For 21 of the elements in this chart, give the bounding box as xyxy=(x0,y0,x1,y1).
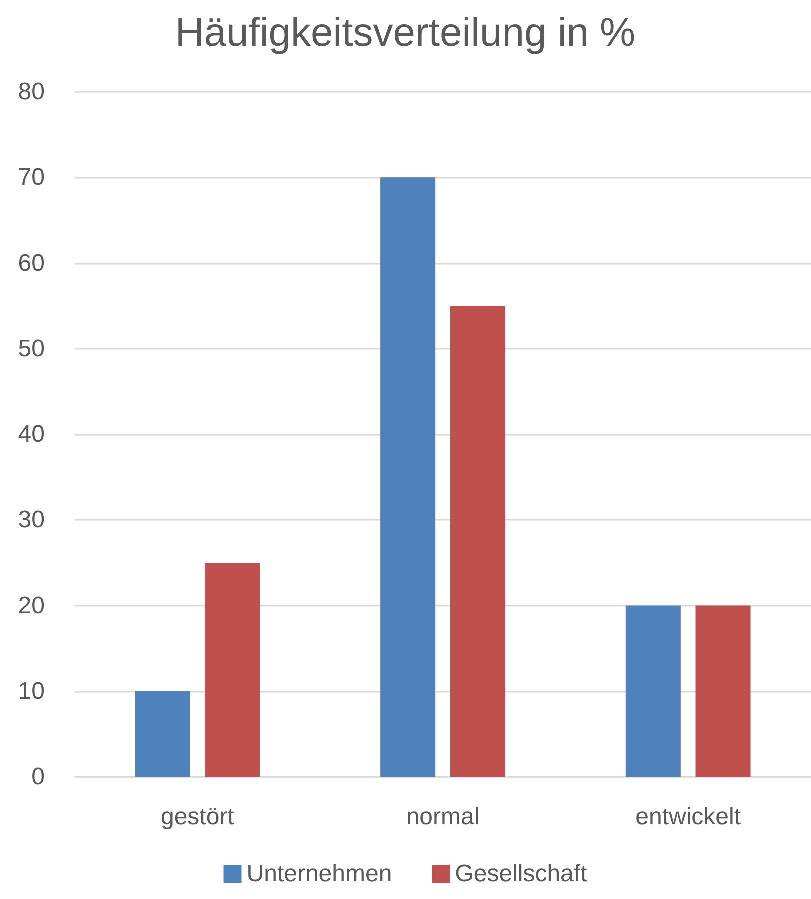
bar xyxy=(135,691,190,777)
y-tick-label: 50 xyxy=(18,335,45,362)
y-tick-label: 30 xyxy=(18,506,45,534)
y-tick-label: 10 xyxy=(18,678,45,705)
y-tick-label: 60 xyxy=(18,250,45,277)
bar xyxy=(626,606,681,777)
bar xyxy=(205,562,260,777)
y-tick-label: 80 xyxy=(18,78,45,106)
y-tick-label: 0 xyxy=(32,764,45,790)
bar xyxy=(380,178,436,777)
legend-label: Gesellschaft xyxy=(455,860,588,888)
x-tick-label: entwickelt xyxy=(636,804,742,830)
bar xyxy=(696,606,751,777)
chart-title: Häufigkeitsverteilung in % xyxy=(175,11,636,55)
legend-label: Unternehmen xyxy=(246,860,392,888)
x-tick-label: normal xyxy=(406,804,480,830)
x-tick-label: gestört xyxy=(160,804,235,830)
y-tick-label: 70 xyxy=(18,164,45,192)
bar xyxy=(450,306,506,777)
y-tick-label: 20 xyxy=(18,592,45,620)
y-tick-label: 40 xyxy=(18,421,45,448)
